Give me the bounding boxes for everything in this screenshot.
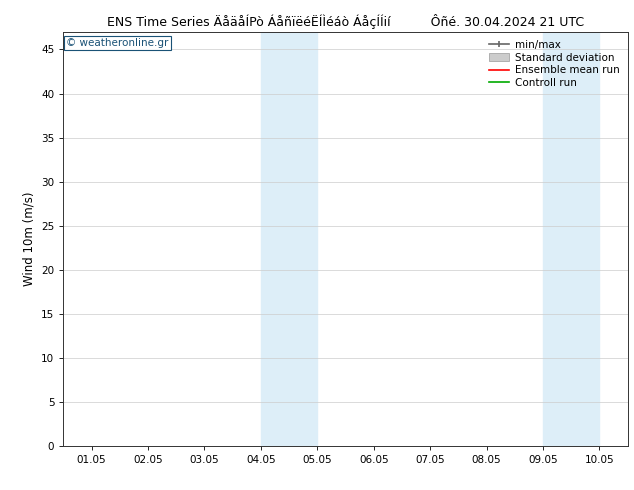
Legend: min/max, Standard deviation, Ensemble mean run, Controll run: min/max, Standard deviation, Ensemble me… (486, 37, 623, 91)
Bar (543, 32, 600, 446)
Title: ENS Time Series ÄåäåÍPò ÁåñïëéËÍÌéáò ÁåçÍÍií          Ôñé. 30.04.2024 21 UTC: ENS Time Series ÄåäåÍPò ÁåñïëéËÍÌéáò Áåç… (107, 14, 584, 29)
Bar (261, 32, 317, 446)
Y-axis label: Wind 10m (m/s): Wind 10m (m/s) (23, 192, 36, 286)
Text: © weatheronline.gr: © weatheronline.gr (66, 38, 169, 48)
